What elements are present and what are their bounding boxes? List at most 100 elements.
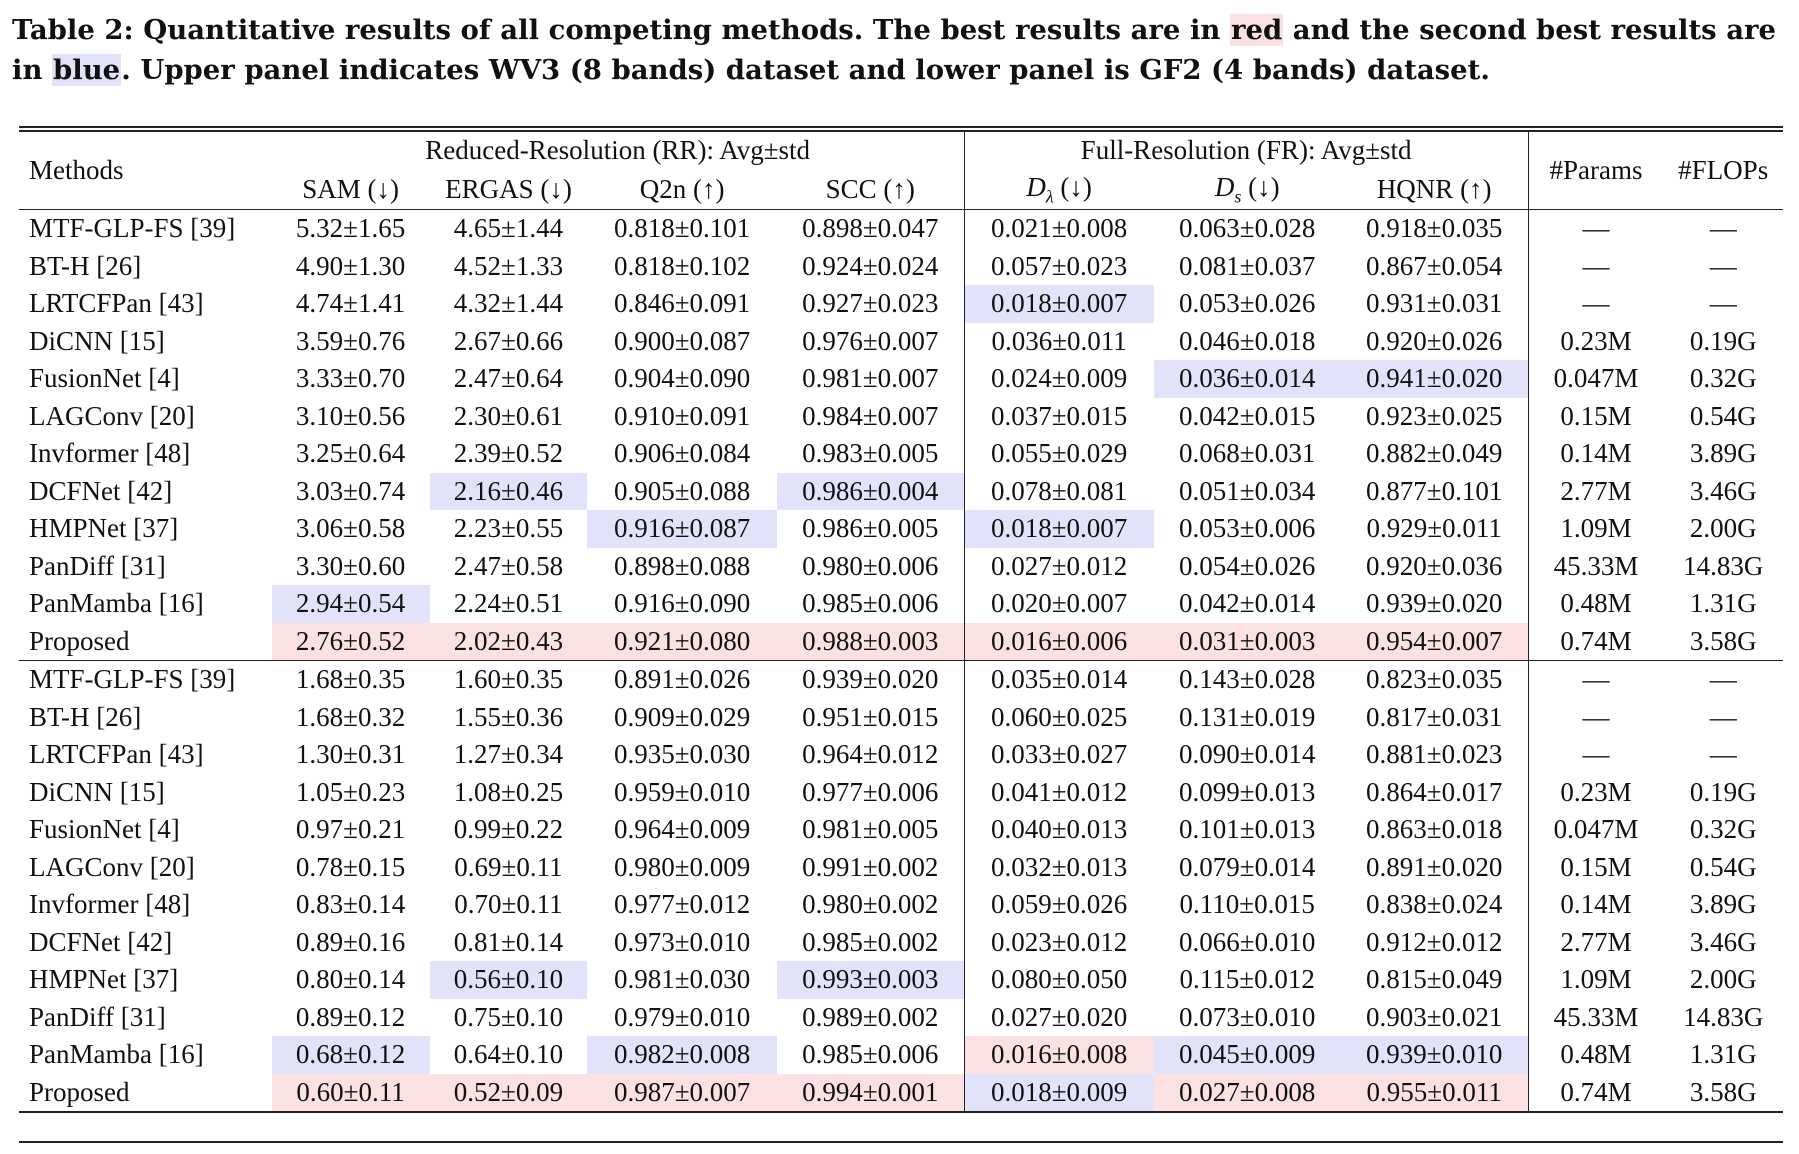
d-s-cell: 0.081±0.037: [1179, 250, 1316, 281]
flops-header: #FLOPs: [1663, 130, 1783, 210]
scc-cell: 0.985±0.006: [802, 588, 939, 619]
d-lambda-cell: 0.024±0.009: [963, 360, 1154, 398]
d-lambda-cell: 0.059±0.026: [963, 886, 1154, 924]
table-row: BT-H [26] 4.90±1.30 4.52±1.33 0.818±0.102 0.…: [19, 247, 1783, 285]
hqnr-cell: 0.817±0.031: [1366, 701, 1503, 732]
ergas-cell: 4.52±1.33: [453, 250, 564, 281]
scc-cell: 0.981±0.005: [802, 814, 939, 845]
flops-cell: —: [1663, 209, 1783, 248]
method-name-cell: BT-H [26]: [29, 250, 142, 281]
d-s-header: Ds (↓): [1154, 170, 1341, 210]
params-cell: 0.48M: [1527, 585, 1664, 623]
flops-cell: —: [1709, 739, 1737, 770]
params-cell: —: [1527, 247, 1664, 285]
params-cell: —: [1527, 209, 1664, 248]
ergas-cell: 1.27±0.34: [453, 739, 564, 770]
d-s-cell: 0.053±0.026: [1179, 288, 1316, 319]
method-name-cell: LRTCFPan [43]: [29, 288, 204, 319]
flops-cell: —: [1663, 660, 1783, 699]
d-s-cell: 0.066±0.010: [1179, 926, 1316, 957]
table-row: PanDiff [31] 3.30±0.60 2.47±0.58 0.898±0.08…: [19, 547, 1783, 585]
hqnr-cell: 0.939±0.020: [1366, 588, 1503, 619]
sam-cell: 2.94±0.54: [271, 585, 430, 623]
hqnr-cell: 0.903±0.021: [1366, 1001, 1503, 1032]
method-name-cell: Proposed: [19, 1073, 272, 1113]
flops-cell: 0.19G: [1689, 325, 1757, 356]
q2n-cell: 0.916±0.087: [587, 510, 777, 548]
hqnr-cell: 0.881±0.023: [1366, 739, 1503, 770]
hqnr-cell: 0.931±0.031: [1366, 288, 1503, 319]
d-s-symbol: D: [1214, 171, 1235, 202]
q2n-cell: 0.898±0.088: [613, 550, 751, 581]
sam-cell: 3.06±0.58: [295, 513, 406, 544]
hqnr-cell: 0.838±0.024: [1366, 889, 1503, 920]
scc-header: SCC (↑): [825, 173, 915, 204]
method-name-cell: DCFNet [42]: [29, 475, 173, 506]
hqnr-cell: 0.923±0.025: [1366, 400, 1503, 431]
ergas-cell: 0.56±0.10: [429, 961, 588, 999]
params-cell: —: [1527, 736, 1664, 774]
params-cell: 2.77M: [1527, 923, 1664, 961]
caption-text: . Upper panel indicates WV3 (8 bands) da…: [121, 54, 1490, 86]
q2n-cell: 0.891±0.026: [587, 660, 777, 699]
d-lambda-cell: 0.018±0.007: [963, 510, 1154, 548]
method-name-cell: PanDiff [31]: [29, 1001, 166, 1032]
params-cell: 1.09M: [1527, 510, 1664, 548]
ergas-cell: 0.70±0.11: [454, 889, 563, 920]
scc-cell: 0.994±0.001: [776, 1073, 965, 1113]
method-name-cell: BT-H [26]: [29, 701, 142, 732]
params-cell: 45.33M: [1527, 547, 1664, 585]
d-s-cell: 0.143±0.028: [1153, 660, 1341, 699]
method-name-cell: DiCNN [15]: [29, 776, 165, 807]
d-lambda-cell: 0.016±0.008: [963, 1036, 1154, 1074]
rr-group-header: Reduced-Resolution (RR): Avg±std: [271, 130, 965, 170]
scc-cell: 0.993±0.003: [776, 961, 965, 999]
sam-cell: 0.83±0.14: [295, 889, 406, 920]
flops-cell: 0.54G: [1689, 851, 1757, 882]
table-bottom-outer-rule: [19, 1141, 1783, 1143]
table-row: MTF-GLP-FS [39] 1.68±0.35 1.60±0.35 0.891±0…: [19, 660, 1783, 699]
d-lambda-arrow: (↓): [1053, 171, 1092, 202]
table-row: DCFNet [42] 3.03±0.74 2.16±0.46 0.905±0.088…: [19, 472, 1783, 510]
scc-cell: 0.927±0.023: [802, 288, 939, 319]
method-name-cell: MTF-GLP-FS [39]: [19, 660, 272, 699]
ergas-cell: 1.55±0.36: [453, 701, 564, 732]
d-s-subscript: s: [1234, 185, 1242, 206]
method-name-cell: HMPNet [37]: [29, 964, 179, 995]
ergas-cell: 1.08±0.25: [453, 776, 564, 807]
d-lambda-symbol: D: [1026, 171, 1046, 202]
table-row: Proposed 2.76±0.52 2.02±0.43 0.921±0.080 0.9…: [19, 622, 1783, 661]
ergas-cell: 2.39±0.52: [453, 438, 564, 469]
scc-cell: 0.898±0.047: [776, 209, 965, 248]
d-s-cell: 0.042±0.014: [1179, 588, 1316, 619]
q2n-cell: 0.910±0.091: [613, 400, 751, 431]
flops-cell: 3.46G: [1689, 475, 1757, 506]
q2n-cell: 0.906±0.084: [613, 438, 751, 469]
ergas-cell: 0.52±0.09: [429, 1073, 588, 1113]
table-row: LRTCFPan [43] 4.74±1.41 4.32±1.44 0.846±0.0…: [19, 285, 1783, 323]
q2n-cell: 0.959±0.010: [613, 776, 751, 807]
d-lambda-cell: 0.041±0.012: [963, 773, 1154, 811]
ergas-cell: 2.47±0.58: [453, 550, 564, 581]
table-row: Invformer [48] 0.83±0.14 0.70±0.11 0.977±0.…: [19, 886, 1783, 924]
caption-text: and the second best results are in: [12, 14, 1777, 86]
q2n-cell: 0.973±0.010: [613, 926, 751, 957]
sam-cell: 1.30±0.31: [295, 739, 406, 770]
flops-cell: —: [1709, 701, 1737, 732]
ergas-header: ERGAS (↓): [445, 173, 572, 204]
q2n-cell: 0.935±0.030: [613, 739, 751, 770]
ergas-cell: 0.75±0.10: [453, 1001, 564, 1032]
q2n-cell: 0.916±0.090: [613, 588, 751, 619]
params-cell: 2.77M: [1527, 472, 1664, 510]
d-lambda-cell: 0.036±0.011: [963, 322, 1154, 360]
d-s-cell: 0.054±0.026: [1179, 550, 1316, 581]
sam-cell: 0.89±0.16: [295, 926, 406, 957]
d-s-cell: 0.079±0.014: [1179, 851, 1316, 882]
scc-cell: 0.991±0.002: [802, 851, 939, 882]
q2n-cell: 0.909±0.029: [613, 701, 751, 732]
flops-cell: 1.31G: [1689, 588, 1757, 619]
d-s-cell: 0.027±0.008: [1153, 1073, 1341, 1113]
hqnr-cell: 0.864±0.017: [1366, 776, 1503, 807]
ergas-cell: 2.47±0.64: [453, 363, 564, 394]
d-lambda-cell: 0.018±0.007: [963, 285, 1154, 323]
